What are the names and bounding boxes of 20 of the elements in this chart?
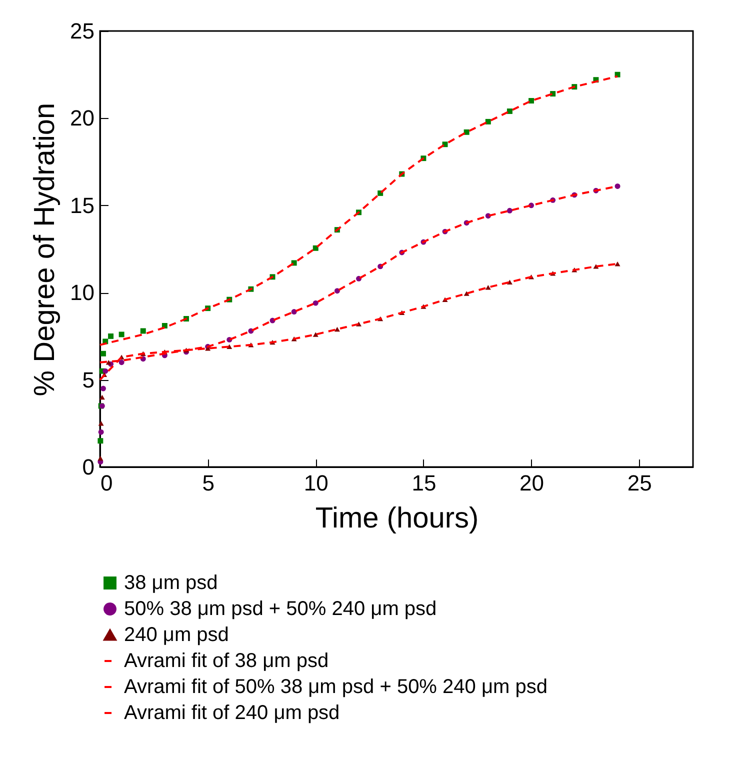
y-axis-title: % Degree of Hydration	[29, 102, 62, 396]
x-axis-title: Time (hours)	[315, 502, 479, 534]
x-tick-label: 20	[520, 470, 544, 496]
legend-label: 38 μm psd	[124, 572, 218, 594]
y-tick-label: 15	[70, 192, 94, 218]
legend-label: Avrami fit of 240 μm psd	[124, 702, 340, 724]
x-tick-label: 0	[100, 470, 113, 496]
y-tick-label: 0	[82, 454, 94, 480]
x-tick-label: 25	[627, 470, 652, 496]
legend-label: 240 μm psd	[124, 624, 229, 646]
legend-label: 50% 38 μm psd + 50% 240 μm psd	[124, 598, 437, 620]
y-tick-label: 5	[82, 367, 94, 392]
x-tick-label: 15	[412, 470, 436, 496]
y-tick-label: 10	[70, 280, 94, 306]
x-tick-label: 10	[304, 470, 328, 496]
legend-label: Avrami fit of 50% 38 μm psd + 50% 240 μm psd	[124, 676, 548, 698]
legend-label: Avrami fit of 38 μm psd	[124, 650, 329, 672]
x-tick-label: 5	[202, 470, 214, 496]
y-tick-label: 20	[70, 106, 94, 131]
y-tick-label: 25	[70, 18, 94, 44]
